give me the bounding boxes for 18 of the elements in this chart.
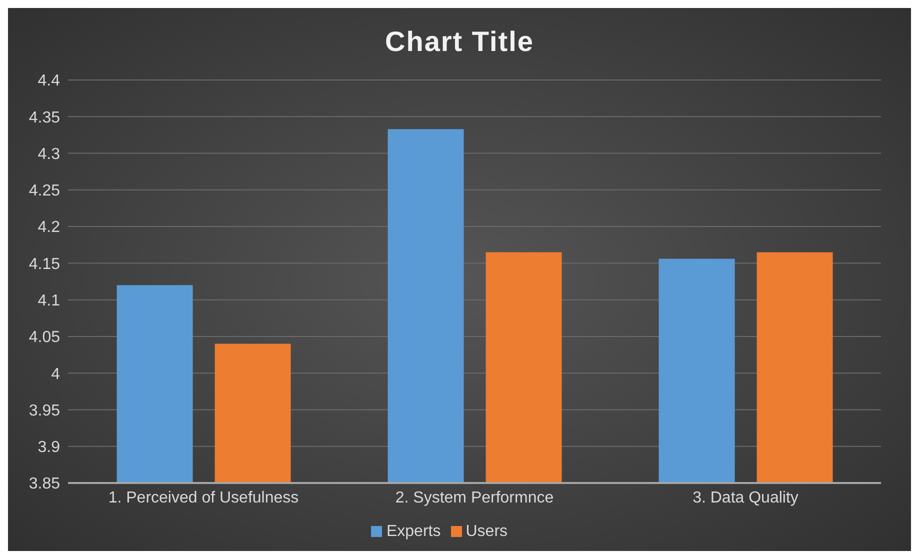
- y-tick-label: 4.1: [38, 292, 60, 310]
- y-tick-label: 3.85: [28, 476, 60, 493]
- y-tick-label: 4: [51, 366, 60, 383]
- y-tick-label: 4.35: [28, 109, 60, 126]
- legend-label: Users: [466, 523, 508, 540]
- x-tick-label: 1. Perceived of Usefulness: [108, 489, 299, 506]
- legend-label: Experts: [386, 523, 441, 540]
- y-tick-label: 3.9: [38, 439, 60, 456]
- x-tick-label: 3. Data Quality: [692, 489, 798, 506]
- y-tick-label: 3.95: [28, 402, 60, 420]
- y-tick-label: 4.25: [28, 182, 60, 200]
- x-tick-label: 2. System Performnce: [395, 489, 554, 506]
- chart-title: Chart Title: [385, 26, 534, 57]
- y-tick-label: 4.2: [38, 219, 60, 236]
- y-tick-label: 4.05: [28, 329, 60, 346]
- y-tick-label: 4.4: [38, 72, 60, 90]
- y-tick-label: 4.15: [28, 256, 60, 273]
- y-tick-label: 4.3: [38, 146, 60, 163]
